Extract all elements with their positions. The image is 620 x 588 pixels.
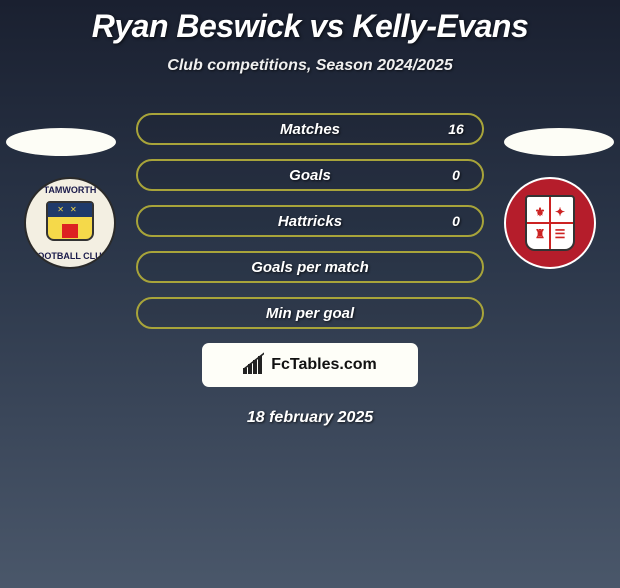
comparison-area: TAMWORTH FOOTBALL CLUB ⚜ ✦ ♜ ☰ Matches16… xyxy=(0,113,620,427)
crest-bottom-text: FOOTBALL CLUB xyxy=(26,251,114,261)
stat-label: Goals xyxy=(138,167,482,184)
subtitle: Club competitions, Season 2024/2025 xyxy=(0,57,620,75)
club-crest-left: TAMWORTH FOOTBALL CLUB xyxy=(22,175,118,271)
stat-row: Matches16 xyxy=(136,113,484,145)
stat-row: Hattricks0 xyxy=(136,205,484,237)
stat-label: Hattricks xyxy=(138,213,482,230)
page-title: Ryan Beswick vs Kelly-Evans xyxy=(0,8,620,45)
shield-icon: ⚜ ✦ ♜ ☰ xyxy=(525,195,575,251)
player-right-pill xyxy=(504,128,614,156)
castle-icon xyxy=(62,224,78,238)
stat-label: Goals per match xyxy=(138,259,482,276)
shield-icon xyxy=(46,201,94,241)
tamworth-crest-icon: TAMWORTH FOOTBALL CLUB xyxy=(24,177,116,269)
stat-label: Min per goal xyxy=(138,305,482,322)
player-left-pill xyxy=(6,128,116,156)
stat-label: Matches xyxy=(138,121,482,138)
bar-chart-icon xyxy=(243,356,265,374)
club-crest-right: ⚜ ✦ ♜ ☰ xyxy=(502,175,598,271)
stats-list: Matches16 Goals0 Hattricks0 Goals per match… xyxy=(136,113,484,329)
stat-row: Goals0 xyxy=(136,159,484,191)
stat-row: Goals per match xyxy=(136,251,484,283)
date-label: 18 february 2025 xyxy=(0,409,620,427)
crest-top-text: TAMWORTH xyxy=(26,185,114,195)
woking-crest-icon: ⚜ ✦ ♜ ☰ xyxy=(504,177,596,269)
brand-label: FcTables.com xyxy=(271,356,377,374)
brand-box[interactable]: FcTables.com xyxy=(202,343,418,387)
stat-row: Min per goal xyxy=(136,297,484,329)
